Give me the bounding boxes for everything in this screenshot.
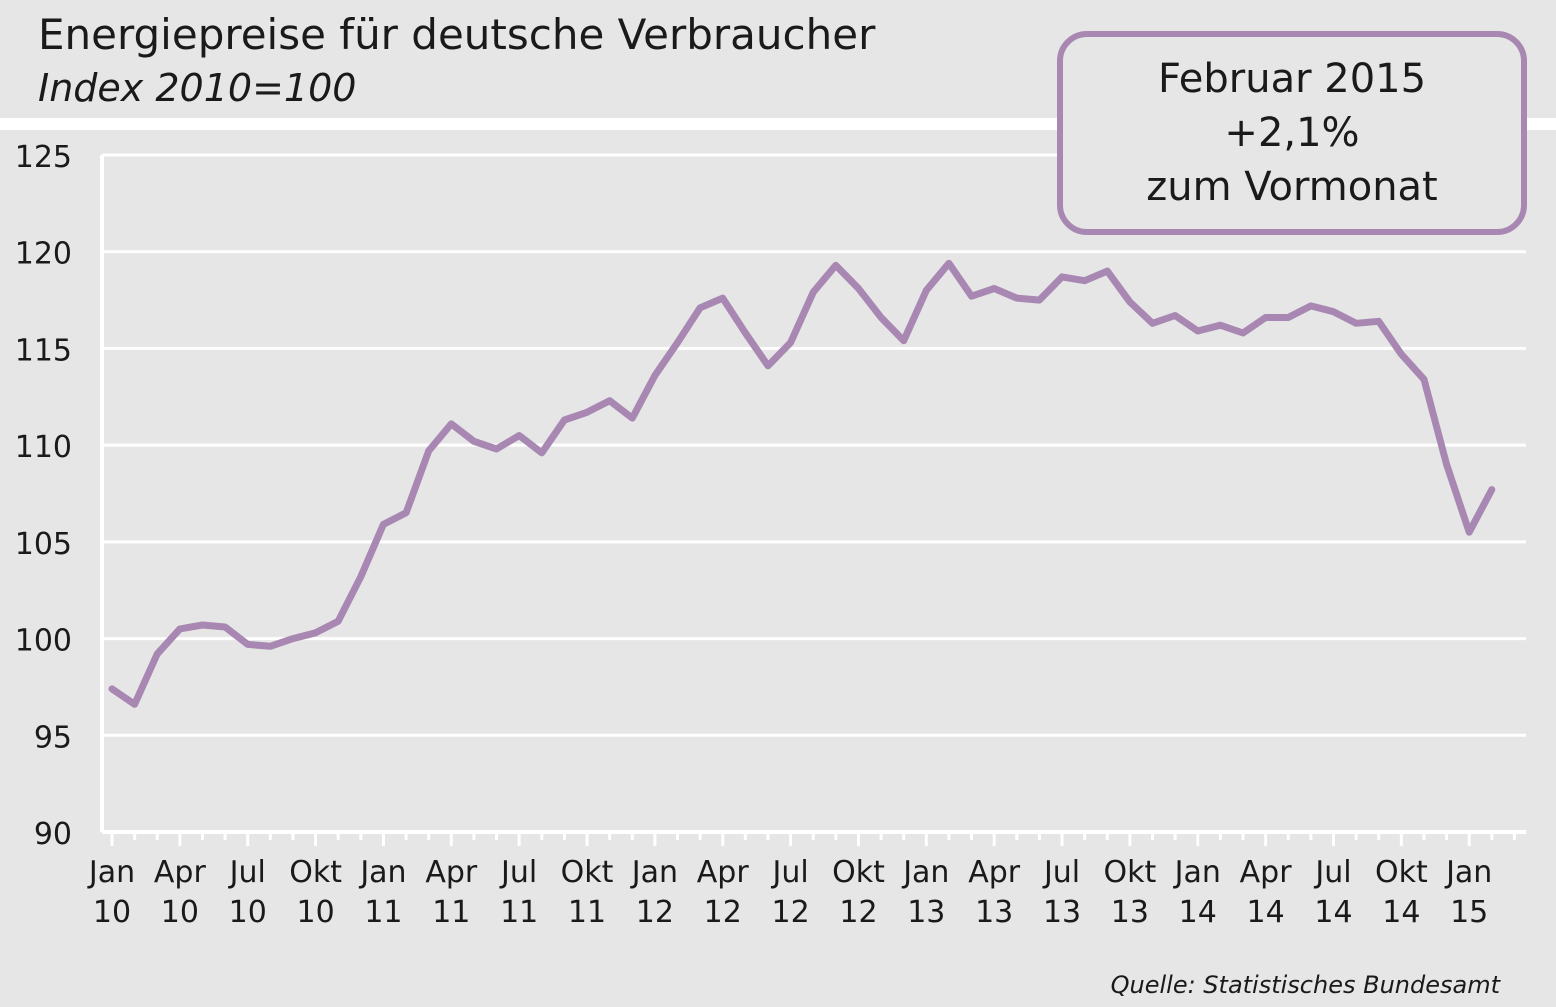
chart-title: Energiepreise für deutsche Verbraucher	[38, 10, 876, 59]
x-tick-label-year: 12	[636, 895, 674, 930]
x-tick-label-month: Jul	[228, 855, 266, 890]
callout-box: Februar 2015 +2,1% zum Vormonat	[1057, 31, 1527, 235]
y-tick-label-120: 120	[15, 237, 72, 272]
y-tick-label-125: 125	[15, 140, 72, 175]
x-tick-label-year: 14	[1314, 895, 1352, 930]
y-tick-label-115: 115	[15, 333, 72, 368]
x-tick-label-year: 13	[907, 895, 945, 930]
x-tick-label-year: 12	[704, 895, 742, 930]
x-tick-label-year: 11	[500, 895, 538, 930]
y-tick-label-95: 95	[34, 720, 72, 755]
x-tick-label-month: Apr	[968, 855, 1021, 890]
x-tick-label-year: 10	[296, 895, 334, 930]
x-tick-label-month: Jul	[770, 855, 808, 890]
x-tick-label-year: 11	[432, 895, 470, 930]
callout-date: Februar 2015	[1157, 56, 1427, 102]
x-tick-label-month: Apr	[425, 855, 478, 890]
y-tick-label-90: 90	[34, 817, 72, 852]
series-line-energiepreise	[108, 259, 1496, 708]
x-tick-label-month: Jan	[358, 855, 406, 890]
y-tick-labels: 90 95 100 105 110 115 120 125	[15, 140, 72, 852]
x-tick-label-month: Okt	[1375, 855, 1428, 890]
x-tick-label-year: 11	[364, 895, 402, 930]
callout-caption: zum Vormonat	[1146, 164, 1438, 210]
x-tick-label-year: 12	[772, 895, 810, 930]
x-tick-label-year: 13	[975, 895, 1013, 930]
x-tick-labels: Jan 10 Apr 10 Jul 10 Okt 10 Jan 11 Apr 11 Jul 11 Okt 11…	[87, 855, 1492, 930]
source-note: Quelle: Statistisches Bundesamt	[1110, 971, 1500, 999]
x-tick-label-year: 10	[161, 895, 199, 930]
series-layer	[108, 259, 1496, 708]
y-tick-label-105: 105	[15, 527, 72, 562]
x-tick-label-month: Okt	[561, 855, 614, 890]
chart-subtitle: Index 2010=100	[38, 66, 357, 110]
grid-lines	[102, 153, 1526, 737]
x-tick-label-year: 10	[93, 895, 131, 930]
x-tick-label-month: Apr	[697, 855, 750, 890]
x-tick-label-month: Apr	[154, 855, 207, 890]
x-tick-label-month: Jan	[630, 855, 678, 890]
axes	[100, 155, 1526, 846]
x-tick-label-year: 13	[1043, 895, 1081, 930]
x-tick-label-year: 15	[1450, 895, 1488, 930]
x-tick-label-month: Jul	[1042, 855, 1080, 890]
x-tick-label-month: Jan	[87, 855, 135, 890]
x-tick-label-month: Jan	[901, 855, 949, 890]
x-tick-label-year: 12	[839, 895, 877, 930]
y-tick-label-100: 100	[15, 624, 72, 659]
x-tick-label-month: Apr	[1240, 855, 1293, 890]
x-tick-label-year: 10	[229, 895, 267, 930]
x-tick-label-year: 14	[1247, 895, 1285, 930]
x-tick-label-year: 14	[1179, 895, 1217, 930]
x-tick-label-year: 13	[1111, 895, 1149, 930]
x-tick-label-month: Jan	[1173, 855, 1221, 890]
callout-change: +2,1%	[1224, 110, 1360, 156]
x-tick-label-month: Okt	[289, 855, 342, 890]
x-tick-label-year: 11	[568, 895, 606, 930]
x-tick-label-month: Okt	[832, 855, 885, 890]
x-tick-label-month: Jul	[1313, 855, 1351, 890]
y-tick-label-110: 110	[15, 430, 72, 465]
x-tick-label-month: Jan	[1444, 855, 1492, 890]
x-tick-label-month: Jul	[499, 855, 537, 890]
x-tick-label-month: Okt	[1104, 855, 1157, 890]
x-tick-label-year: 14	[1382, 895, 1420, 930]
